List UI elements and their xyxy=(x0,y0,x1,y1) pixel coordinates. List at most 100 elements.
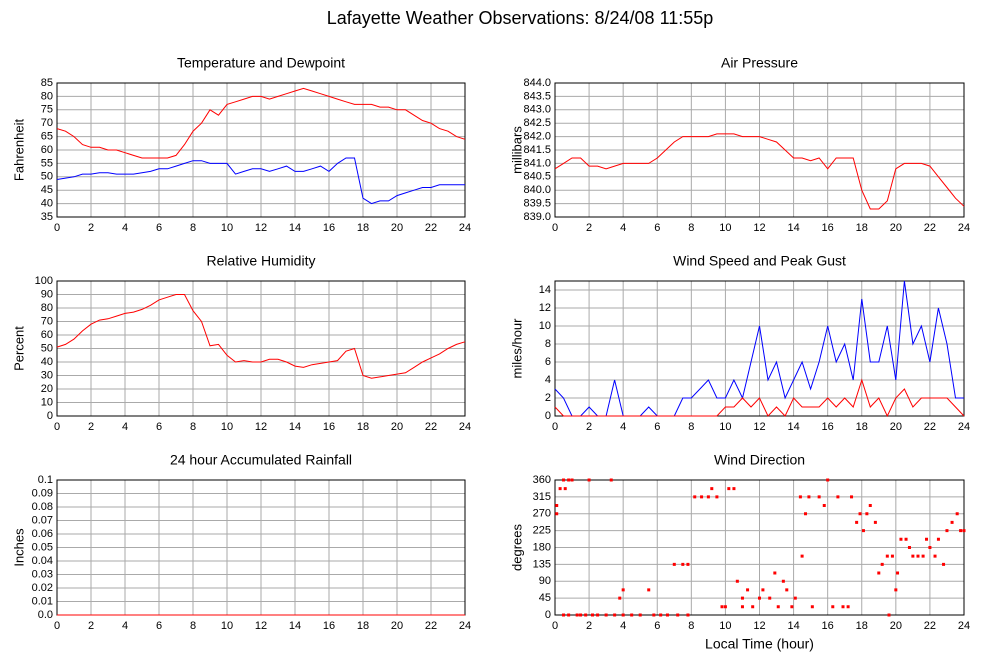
x-tick-label: 8 xyxy=(190,421,196,433)
x-tick-label: 12 xyxy=(753,421,765,433)
data-point xyxy=(858,512,862,516)
x-tick-label: 16 xyxy=(323,222,335,234)
y-tick-label: 85 xyxy=(41,77,53,89)
x-tick-label: 2 xyxy=(586,421,592,433)
y-tick-label: 180 xyxy=(533,541,551,553)
x-tick-label: 10 xyxy=(719,421,731,433)
data-point xyxy=(659,613,663,617)
data-point xyxy=(751,605,755,609)
x-tick-label: 20 xyxy=(391,421,403,433)
data-point xyxy=(693,495,697,499)
data-point xyxy=(672,562,676,566)
data-point xyxy=(890,554,894,558)
x-tick-label: 24 xyxy=(958,222,970,234)
y-axis-label: Inches xyxy=(11,528,26,567)
data-point xyxy=(768,596,772,600)
y-tick-label: 225 xyxy=(533,525,551,537)
y-tick-label: 45 xyxy=(539,592,551,604)
data-point xyxy=(618,596,622,600)
x-tick-label: 22 xyxy=(425,421,437,433)
x-tick-label: 4 xyxy=(620,421,626,433)
data-point xyxy=(562,478,566,482)
y-tick-label: 4 xyxy=(545,374,551,386)
data-point xyxy=(831,605,835,609)
x-tick-label: 12 xyxy=(255,421,267,433)
data-point xyxy=(647,588,651,592)
data-point xyxy=(732,487,736,491)
data-point xyxy=(579,613,583,617)
x-tick-label: 14 xyxy=(787,421,799,433)
data-point xyxy=(773,571,777,575)
data-point xyxy=(555,504,559,507)
data-point xyxy=(758,596,761,600)
data-point xyxy=(904,537,908,541)
y-tick-label: 0.09 xyxy=(32,487,53,499)
x-tick-label: 6 xyxy=(654,620,660,632)
y-tick-label: 75 xyxy=(41,104,53,116)
data-point xyxy=(846,605,850,609)
y-tick-label: 12 xyxy=(539,302,551,314)
y-tick-label: 80 xyxy=(41,90,53,102)
y-tick-label: 0.01 xyxy=(32,595,53,607)
data-point xyxy=(894,588,898,592)
data-point xyxy=(942,562,946,566)
x-tick-label: 22 xyxy=(924,222,936,234)
x-tick-label: 8 xyxy=(190,620,196,632)
data-point xyxy=(686,613,690,617)
data-point xyxy=(807,495,811,499)
y-tick-label: 844.0 xyxy=(523,77,551,89)
y-tick-label: 100 xyxy=(35,275,53,287)
data-point xyxy=(810,605,814,609)
y-axis-label: Fahrenheit xyxy=(11,119,26,182)
y-tick-label: 6 xyxy=(545,356,551,368)
x-tick-label: 2 xyxy=(586,222,592,234)
data-point xyxy=(925,537,929,541)
y-tick-label: 30 xyxy=(41,369,53,381)
data-point xyxy=(861,529,865,533)
x-axis-label: Local Time (hour) xyxy=(705,636,814,652)
data-point xyxy=(761,588,765,592)
data-line xyxy=(554,133,965,210)
x-tick-label: 22 xyxy=(924,421,936,433)
x-tick-label: 18 xyxy=(357,620,369,632)
data-point xyxy=(790,605,794,609)
y-tick-label: 60 xyxy=(41,144,53,156)
data-point xyxy=(907,546,911,549)
y-tick-label: 70 xyxy=(41,315,53,327)
data-point xyxy=(630,613,634,617)
x-tick-label: 0 xyxy=(54,421,60,433)
data-line xyxy=(56,87,466,159)
x-tick-label: 14 xyxy=(289,421,301,433)
data-point xyxy=(652,613,656,617)
x-tick-label: 8 xyxy=(688,620,694,632)
x-tick-label: 0 xyxy=(54,222,60,234)
data-point xyxy=(916,554,920,558)
data-point xyxy=(638,613,642,617)
x-tick-label: 14 xyxy=(289,222,301,234)
chart-title: Air Pressure xyxy=(721,55,798,71)
data-point xyxy=(715,495,719,499)
x-tick-label: 18 xyxy=(856,222,868,234)
data-point xyxy=(567,613,571,617)
data-point xyxy=(740,596,744,600)
chart-title: 24 hour Accumulated Rainfall xyxy=(170,452,352,468)
x-tick-label: 24 xyxy=(958,620,970,632)
x-tick-label: 12 xyxy=(753,222,765,234)
y-tick-label: 0.1 xyxy=(38,474,53,486)
x-tick-label: 14 xyxy=(289,620,301,632)
data-point xyxy=(563,487,567,491)
x-tick-label: 10 xyxy=(221,222,233,234)
y-tick-label: 839.0 xyxy=(523,211,551,223)
data-line xyxy=(554,378,965,418)
data-point xyxy=(621,588,625,592)
data-point xyxy=(613,613,617,617)
data-point xyxy=(885,554,889,558)
data-point xyxy=(710,487,714,491)
data-point xyxy=(587,478,591,482)
x-tick-label: 2 xyxy=(586,620,592,632)
y-tick-label: 45 xyxy=(41,184,53,196)
x-tick-label: 0 xyxy=(552,421,558,433)
y-tick-label: 839.5 xyxy=(523,198,551,210)
data-point xyxy=(826,478,830,482)
x-tick-label: 0 xyxy=(54,620,60,632)
